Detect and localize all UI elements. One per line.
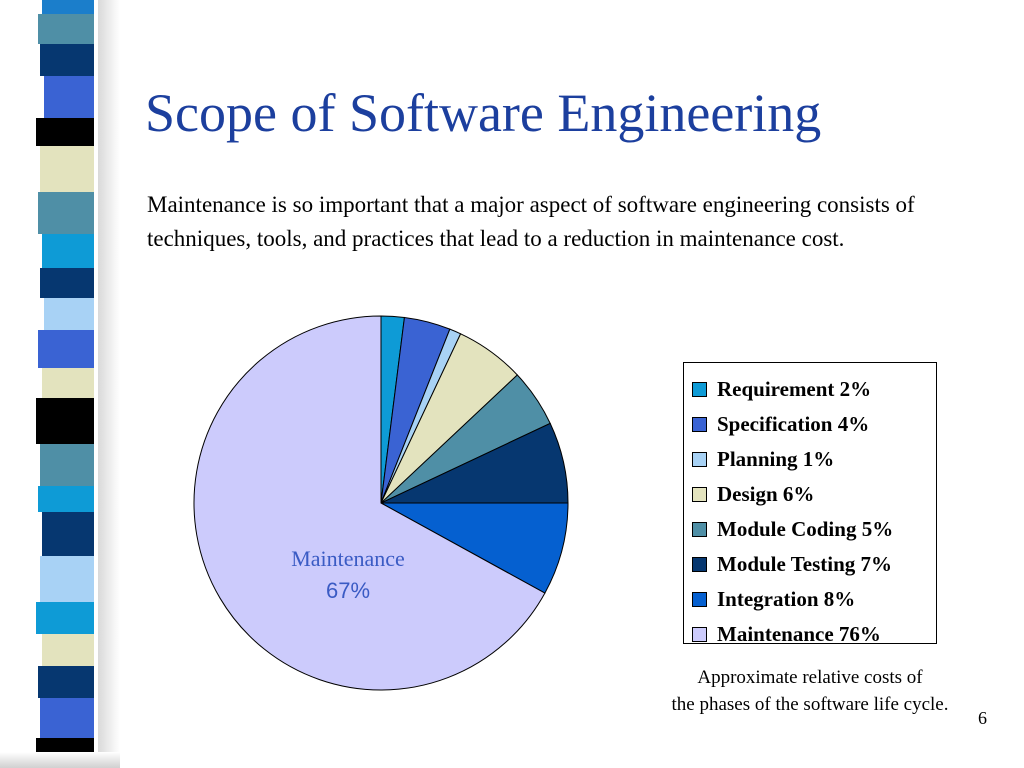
caption-line-2: the phases of the software life cycle.	[671, 694, 949, 715]
legend-swatch	[692, 522, 707, 537]
legend-item-specification: Specification 4%	[684, 407, 936, 442]
slide-body-text: Maintenance is so important that a major…	[147, 192, 915, 251]
stripe-band	[38, 486, 94, 512]
stripe-shadow	[98, 0, 120, 768]
pie-slice-integration	[380, 502, 569, 594]
stripe-band	[42, 0, 94, 14]
pie-slices	[193, 315, 569, 691]
stripe-band	[38, 192, 94, 234]
legend-label: Specification 4%	[717, 412, 870, 436]
stripe-band	[40, 556, 94, 602]
stripe-band	[40, 268, 94, 298]
stripe-band	[40, 698, 94, 738]
legend-label: Module Coding 5%	[717, 517, 894, 541]
stripe-band	[40, 444, 94, 486]
stripe-band	[42, 634, 94, 666]
stripe-band	[42, 368, 94, 398]
stripe-band	[40, 44, 94, 76]
pie-slice-maintenance	[193, 315, 546, 691]
legend-label: Maintenance 76%	[717, 622, 881, 646]
pie-chart: Maintenance 67%	[193, 315, 569, 691]
stripe-band	[44, 76, 94, 118]
legend-item-module-testing: Module Testing 7%	[684, 547, 936, 582]
legend-swatch	[692, 452, 707, 467]
stripe-band	[36, 398, 94, 444]
maintenance-slice-value: 67%	[326, 578, 370, 603]
maintenance-slice-label: Maintenance	[291, 546, 405, 571]
chart-legend: Requirement 2% Specification 4% Planning 1…	[683, 362, 937, 646]
decorative-stripe	[36, 0, 98, 768]
stripe-band	[44, 298, 94, 330]
legend-item-integration: Integration 8%	[684, 582, 936, 617]
legend-label: Requirement 2%	[717, 377, 872, 401]
legend-item-maintenance: Maintenance 76%	[684, 617, 936, 652]
stripe-band	[40, 146, 94, 192]
stripe-band	[38, 666, 94, 698]
stripe-band	[36, 118, 94, 146]
stripe-band	[38, 330, 94, 368]
legend-label: Integration 8%	[717, 587, 856, 611]
legend-item-planning: Planning 1%	[684, 442, 936, 477]
legend-swatch	[692, 487, 707, 502]
stripe-band	[42, 234, 94, 268]
caption-line-1: Approximate relative costs of	[697, 667, 923, 688]
bottom-shadow	[0, 752, 120, 768]
legend-label: Module Testing 7%	[717, 552, 893, 576]
legend-item-module-coding: Module Coding 5%	[684, 512, 936, 547]
legend-swatch	[692, 627, 707, 642]
legend-swatch	[692, 382, 707, 397]
chart-caption: Approximate relative costs of the phases…	[630, 664, 990, 718]
stripe-band	[38, 14, 94, 44]
legend-item-design: Design 6%	[684, 477, 936, 512]
slide-title: Scope of Software Engineering	[145, 83, 822, 143]
legend-item-requirement: Requirement 2%	[684, 372, 936, 407]
page-number: 6	[978, 708, 987, 728]
legend-swatch	[692, 557, 707, 572]
stripe-band	[42, 512, 94, 556]
legend-label: Design 6%	[717, 482, 815, 506]
legend-swatch	[692, 417, 707, 432]
legend-label: Planning 1%	[717, 447, 835, 471]
stripe-band	[36, 602, 94, 634]
legend-swatch	[692, 592, 707, 607]
